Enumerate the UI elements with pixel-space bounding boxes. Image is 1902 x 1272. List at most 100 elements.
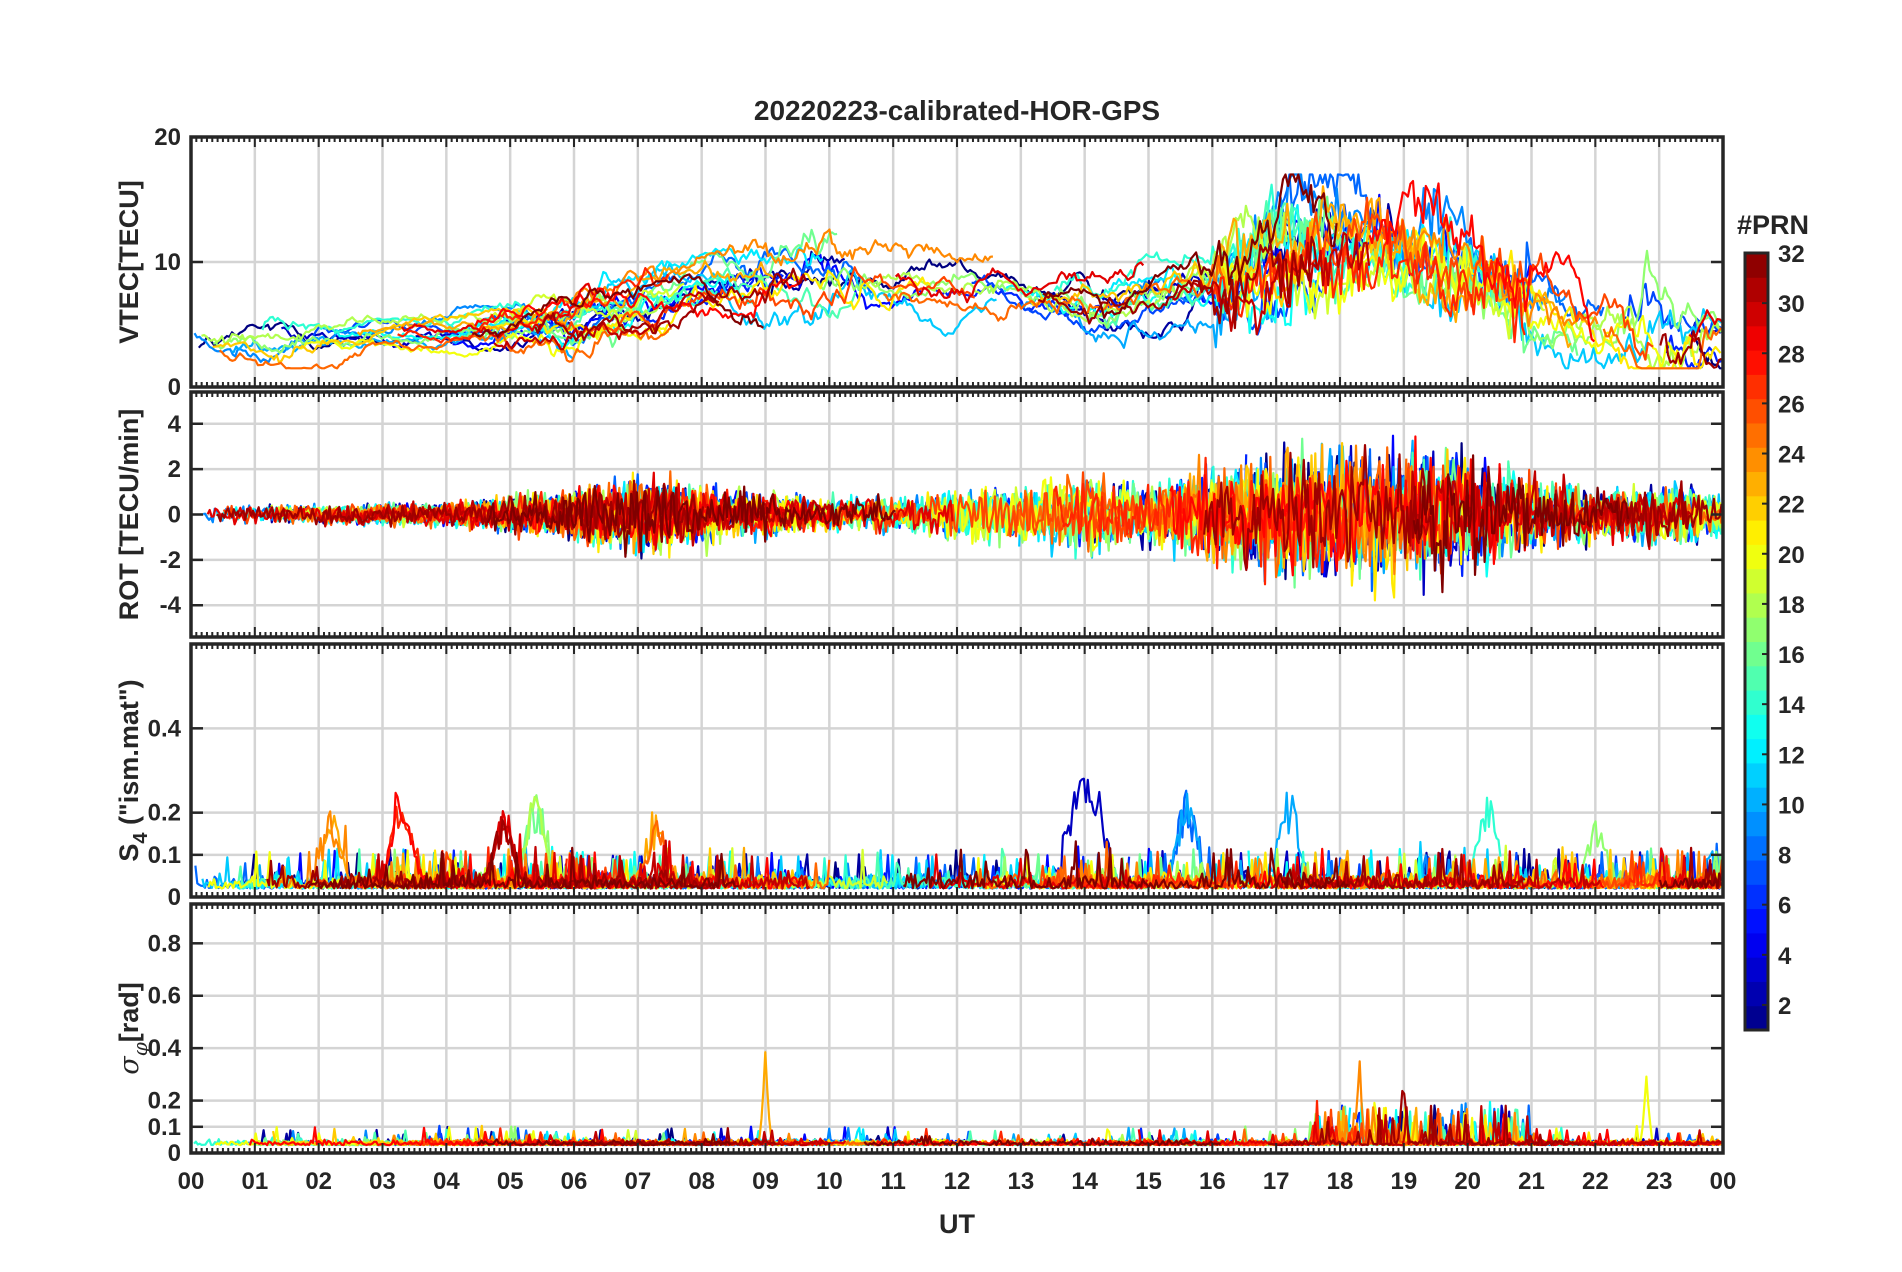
colorbar-segment [1745,398,1768,424]
colorbar-segment [1745,981,1768,1007]
x-tick-label: 07 [624,1168,651,1195]
colorbar-segment [1745,447,1768,473]
x-tick-label: 23 [1646,1168,1673,1195]
y-tick-label: 0 [168,884,181,911]
series-group [193,173,1723,370]
x-tick-label: 17 [1263,1168,1290,1195]
panel-vtec: 0 10 20 VTEC[TECU] [114,124,1725,401]
series-prn-32 [1042,173,1338,319]
colorbar-segment [1745,520,1768,545]
series-prn-32 [486,484,896,558]
x-tick-label: 11 [880,1168,905,1195]
colorbar-tick-label: 30 [1778,291,1805,318]
colorbar-segment [1745,714,1768,740]
colorbar-segment [1745,495,1768,521]
colorbar-segment [1745,932,1768,958]
colorbar-segment [1745,350,1768,375]
series-group [193,1051,1723,1147]
colorbar-tick-label: 16 [1778,642,1805,669]
x-tick-label: 14 [1071,1168,1098,1195]
colorbar-segment [1745,641,1768,667]
series-prn-32 [1658,872,1723,890]
colorbar-segment [1745,471,1768,497]
panel-s4: 0 0.1 0.2 0.4S4 ("ism.mat") [114,642,1725,911]
colorbar-segment [1745,544,1768,570]
series-prn-27 [397,267,670,344]
y-axis-label: S4 ("ism.mat") [114,679,152,861]
y-tick-label: 0.2 [148,800,181,827]
colorbar-frame [1743,251,1770,1032]
series-prn-29 [894,261,1145,304]
y-axis: 0 0.1 0.2 0.4 [148,715,1723,911]
series-prn-31 [1659,330,1723,369]
colorbar-segment [1745,568,1768,594]
series-prn-29 [1688,309,1723,343]
series-prn-32 [476,1133,732,1147]
colorbar-segment [1745,884,1768,910]
colorbar-tick-label: 22 [1778,492,1805,519]
colorbar-segment [1745,690,1768,715]
colorbar-tick-label: 6 [1778,893,1791,920]
colorbar-segment [1745,835,1768,861]
x-tick-label: 04 [433,1168,460,1195]
series-prn-18 [1570,305,1723,370]
y-tick-label: 4 [168,411,182,438]
colorbar-segment [1745,738,1768,764]
y-tick-label: 0.4 [148,715,182,742]
series-prn-32 [863,1134,1222,1147]
y-axis: 0 10 20 [154,124,1723,401]
x-tick-label: 01 [241,1168,268,1195]
series-prn-31 [1203,444,1434,572]
x-tick-label: 06 [561,1168,588,1195]
x-axis-label: UT [939,1209,975,1239]
y-tick-label: 0.8 [148,930,181,957]
y-tick-label: 20 [154,124,181,151]
colorbar-segment [1745,422,1768,448]
series-prn-28 [1368,180,1596,343]
series-prn-19 [489,282,685,318]
series-prn-23 [356,260,780,336]
x-tick-label: 03 [369,1168,396,1195]
series-prn-31 [216,479,705,541]
colorbar-tick-label: 28 [1778,341,1805,368]
colorbar-segment [1745,1005,1768,1031]
chart-title: 20220223-calibrated-HOR-GPS [754,95,1160,126]
x-tick-label: 21 [1518,1168,1545,1195]
colorbar-segment [1745,301,1768,327]
series-prn-32 [1412,454,1630,594]
x-ticks [190,137,1724,387]
series-prn-25 [883,255,1225,322]
x-tick-label: 00 [1710,1168,1737,1195]
colorbar-tick-label: 26 [1778,391,1805,418]
series-prn-31 [1267,1089,1581,1147]
y-axis-label: VTEC[TECU] [114,180,144,344]
y-tick-label: -4 [160,592,182,619]
y-axis: 00.10.2 0.4 0.6 0.8 [148,930,1723,1167]
colorbar-tick-label: 2 [1778,993,1791,1020]
colorbar-segment [1745,253,1768,278]
series-prn-17 [212,306,623,354]
x-ticks [190,644,1724,897]
series-group [194,777,1723,890]
series-prn-31 [1607,480,1723,548]
x-ticks [190,904,1724,1153]
colorbar-tick-label: 12 [1778,742,1805,769]
y-axis: -4 -2 0 2 4 [160,411,1723,619]
series-prn-30 [493,291,720,351]
x-tick-label: 13 [1007,1168,1034,1195]
colorbar-segment [1745,762,1768,788]
colorbar-segment [1745,617,1768,642]
series-prn-28 [474,275,804,327]
series-prn-32 [902,840,1349,890]
colorbar-tick-label: 14 [1778,692,1805,719]
colorbar-segment [1745,787,1768,812]
x-tick-label: 18 [1327,1168,1354,1195]
x-tick-label: 00 [178,1168,205,1195]
series-prn-32 [472,273,764,338]
colorbar-segment [1745,957,1768,982]
x-tick-label: 16 [1199,1168,1226,1195]
colorbar-tick-label: 24 [1778,442,1805,469]
series-prn-31 [1037,235,1318,330]
